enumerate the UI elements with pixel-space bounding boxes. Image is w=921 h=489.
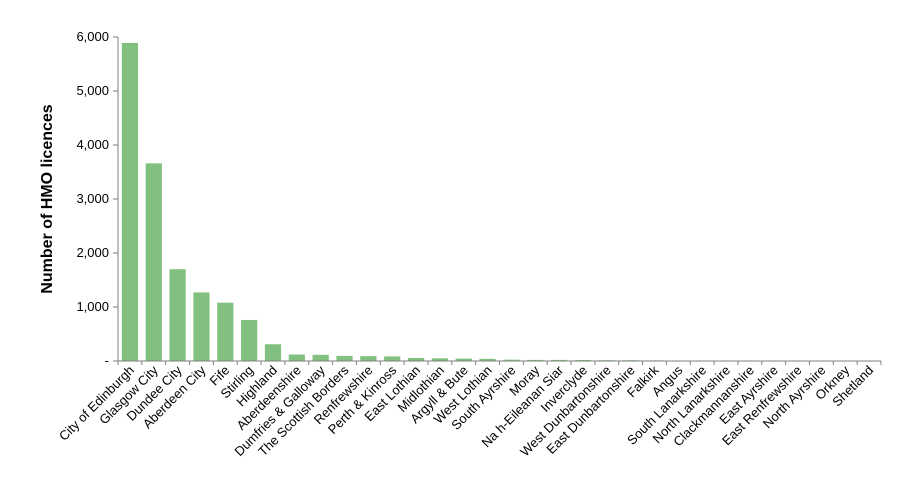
bar xyxy=(288,354,305,361)
bar xyxy=(479,358,496,361)
bar xyxy=(551,359,568,361)
bar xyxy=(360,356,377,361)
bar xyxy=(336,355,353,361)
bar xyxy=(527,359,544,361)
y-tick-label: 2,000 xyxy=(76,245,109,260)
y-tick-label: 5,000 xyxy=(76,83,109,98)
bar xyxy=(169,269,186,361)
bar xyxy=(121,42,139,361)
y-tick-label: 4,000 xyxy=(76,137,109,152)
bar xyxy=(407,358,425,361)
y-tick-label: 6,000 xyxy=(76,29,109,44)
bar xyxy=(241,319,258,361)
bar xyxy=(503,359,520,361)
y-axis-title: Number of HMO licences xyxy=(39,104,56,293)
bar xyxy=(193,292,210,361)
y-tick-label: 3,000 xyxy=(76,191,109,206)
bar xyxy=(145,163,162,361)
bar xyxy=(455,358,472,361)
bar xyxy=(431,358,448,361)
y-tick-label: 1,000 xyxy=(76,299,109,314)
bar xyxy=(217,302,234,361)
bar xyxy=(264,344,282,361)
y-axis: - 1,000 2,000 3,000 4,000 5,000 6,000 xyxy=(76,29,119,368)
y-tick-label: - xyxy=(105,353,109,368)
bar xyxy=(312,354,329,361)
bars xyxy=(121,42,878,361)
bar xyxy=(384,356,401,361)
